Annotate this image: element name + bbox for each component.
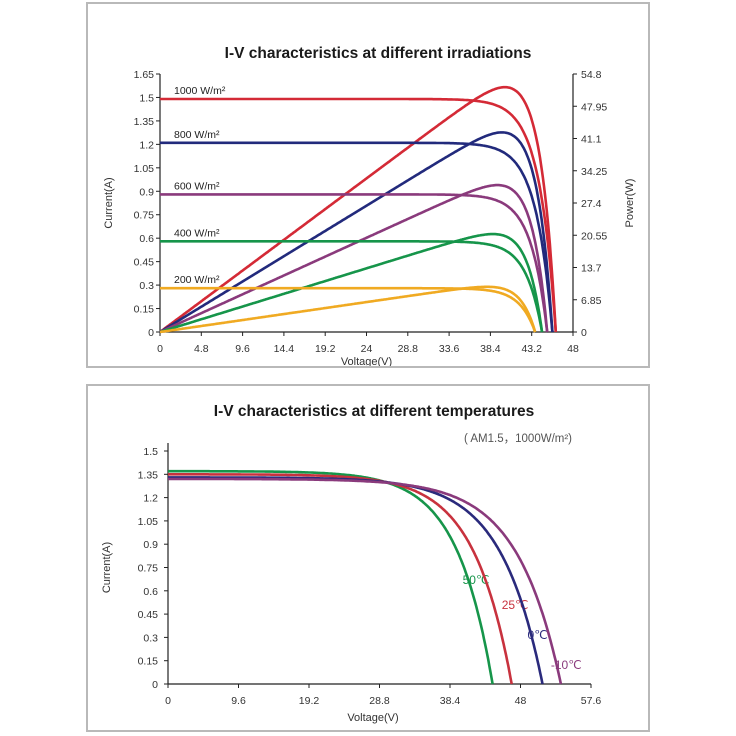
- x-tick-label: 43.2: [521, 343, 542, 355]
- x-tick-label: 19.2: [315, 343, 336, 355]
- y-tick-label: 1.2: [139, 139, 154, 151]
- current-curve: [160, 240, 544, 333]
- temperature-chart-panel: I-V characteristics at different tempera…: [86, 384, 650, 732]
- y-tick-label: 0.6: [139, 233, 154, 245]
- y-tick-label: 1.2: [143, 493, 158, 505]
- y-tick-label: 0.75: [134, 210, 155, 222]
- x-tick-label: 14.4: [274, 343, 295, 355]
- series-label: 1000 W/m²: [174, 85, 226, 97]
- y-tick-label: 0: [152, 679, 158, 691]
- series-label: 600 W/m²: [174, 180, 220, 192]
- x-tick-label: 38.4: [480, 343, 501, 355]
- y-tick-label: 1.35: [138, 469, 159, 481]
- series-label: 200 W/m²: [174, 274, 220, 286]
- y-tick-label: 0.45: [134, 257, 155, 269]
- y-tick-label: 0.9: [139, 186, 154, 198]
- x-tick-label: 9.6: [235, 343, 250, 355]
- y2-tick-label: 54.8: [581, 69, 602, 81]
- iv-curve: [168, 477, 563, 685]
- y2-axis-title: Power(W): [624, 179, 636, 228]
- y-tick-label: 0.6: [143, 586, 158, 598]
- x-tick-label: 48: [567, 343, 579, 355]
- x-tick-label: 48: [515, 695, 527, 707]
- x-tick-label: 19.2: [299, 695, 320, 707]
- y-tick-label: 0.9: [143, 539, 158, 551]
- x-tick-label: 24: [361, 343, 373, 355]
- y-axis-title: Current(A): [103, 177, 115, 228]
- current-curve: [160, 286, 537, 333]
- x-tick-label: 28.8: [369, 695, 390, 707]
- y2-tick-label: 41.1: [581, 134, 602, 146]
- series-label: -10℃: [551, 658, 582, 672]
- y-tick-label: 1.05: [134, 163, 155, 175]
- series-label: 800 W/m²: [174, 129, 220, 141]
- y2-tick-label: 27.4: [581, 198, 602, 210]
- temperature-chart: I-V characteristics at different tempera…: [101, 403, 602, 724]
- x-tick-label: 9.6: [231, 695, 246, 707]
- current-curve: [160, 97, 558, 333]
- temperature-chart-title: I-V characteristics at different tempera…: [214, 403, 534, 420]
- y-tick-label: 1.65: [134, 69, 155, 81]
- y-tick-label: 1.35: [134, 116, 155, 128]
- x-tick-label: 0: [165, 695, 171, 707]
- y-tick-label: 0: [148, 327, 154, 339]
- x-tick-label: 38.4: [440, 695, 461, 707]
- y-tick-label: 0.15: [134, 304, 155, 316]
- y-tick-label: 0.3: [143, 632, 158, 644]
- x-tick-label: 4.8: [194, 343, 209, 355]
- power-curve: [159, 131, 554, 334]
- power-curve: [159, 85, 558, 334]
- y-tick-label: 1.5: [139, 92, 154, 104]
- x-tick-label: 57.6: [581, 695, 602, 707]
- y2-tick-label: 6.85: [581, 295, 602, 307]
- series-label: 0℃: [528, 628, 548, 642]
- current-curve: [160, 141, 554, 333]
- y-tick-label: 0.3: [139, 280, 154, 292]
- y2-tick-label: 0: [581, 327, 587, 339]
- irradiation-chart-title: I-V characteristics at different irradia…: [225, 45, 532, 62]
- iv-curve: [168, 473, 513, 685]
- y-tick-label: 0.75: [138, 563, 159, 575]
- power-curve: [159, 285, 537, 334]
- x-tick-label: 33.6: [439, 343, 460, 355]
- y2-tick-label: 34.25: [581, 166, 607, 178]
- x-tick-label: 0: [157, 343, 163, 355]
- y-tick-label: 1.5: [143, 446, 158, 458]
- temperature-chart-subtitle: ( AM1.5，1000W/m²): [464, 433, 572, 445]
- series-label: 50℃: [463, 573, 490, 587]
- y2-tick-label: 13.7: [581, 263, 602, 275]
- power-curve: [159, 183, 549, 334]
- y-tick-label: 0.45: [138, 609, 159, 621]
- irradiation-chart-panel: I-V characteristics at different irradia…: [86, 2, 650, 368]
- iv-curve: [168, 469, 494, 685]
- irradiation-chart: I-V characteristics at different irradia…: [103, 45, 636, 366]
- series-label: 400 W/m²: [174, 227, 220, 239]
- y-axis-title: Current(A): [101, 542, 113, 593]
- y2-tick-label: 47.95: [581, 101, 607, 113]
- y-tick-label: 1.05: [138, 516, 159, 528]
- x-tick-label: 28.8: [398, 343, 419, 355]
- x-axis-title: Voltage(V): [347, 712, 398, 724]
- x-axis-title: Voltage(V): [341, 356, 392, 366]
- power-curve: [159, 232, 544, 334]
- y-tick-label: 0.15: [138, 656, 159, 668]
- y2-tick-label: 20.55: [581, 230, 607, 242]
- current-curve: [160, 193, 549, 333]
